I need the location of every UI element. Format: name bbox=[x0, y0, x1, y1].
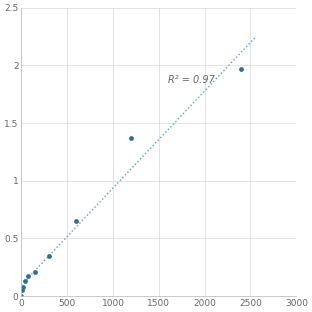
Point bbox=[19, 294, 24, 299]
Point bbox=[26, 274, 31, 279]
Point bbox=[22, 279, 27, 284]
Point bbox=[21, 284, 26, 289]
Point bbox=[20, 288, 25, 293]
Point bbox=[32, 269, 37, 274]
Point bbox=[239, 66, 244, 71]
Point bbox=[46, 253, 51, 258]
Point bbox=[74, 219, 79, 224]
Text: R² = 0.97: R² = 0.97 bbox=[168, 75, 215, 85]
Point bbox=[129, 135, 134, 140]
